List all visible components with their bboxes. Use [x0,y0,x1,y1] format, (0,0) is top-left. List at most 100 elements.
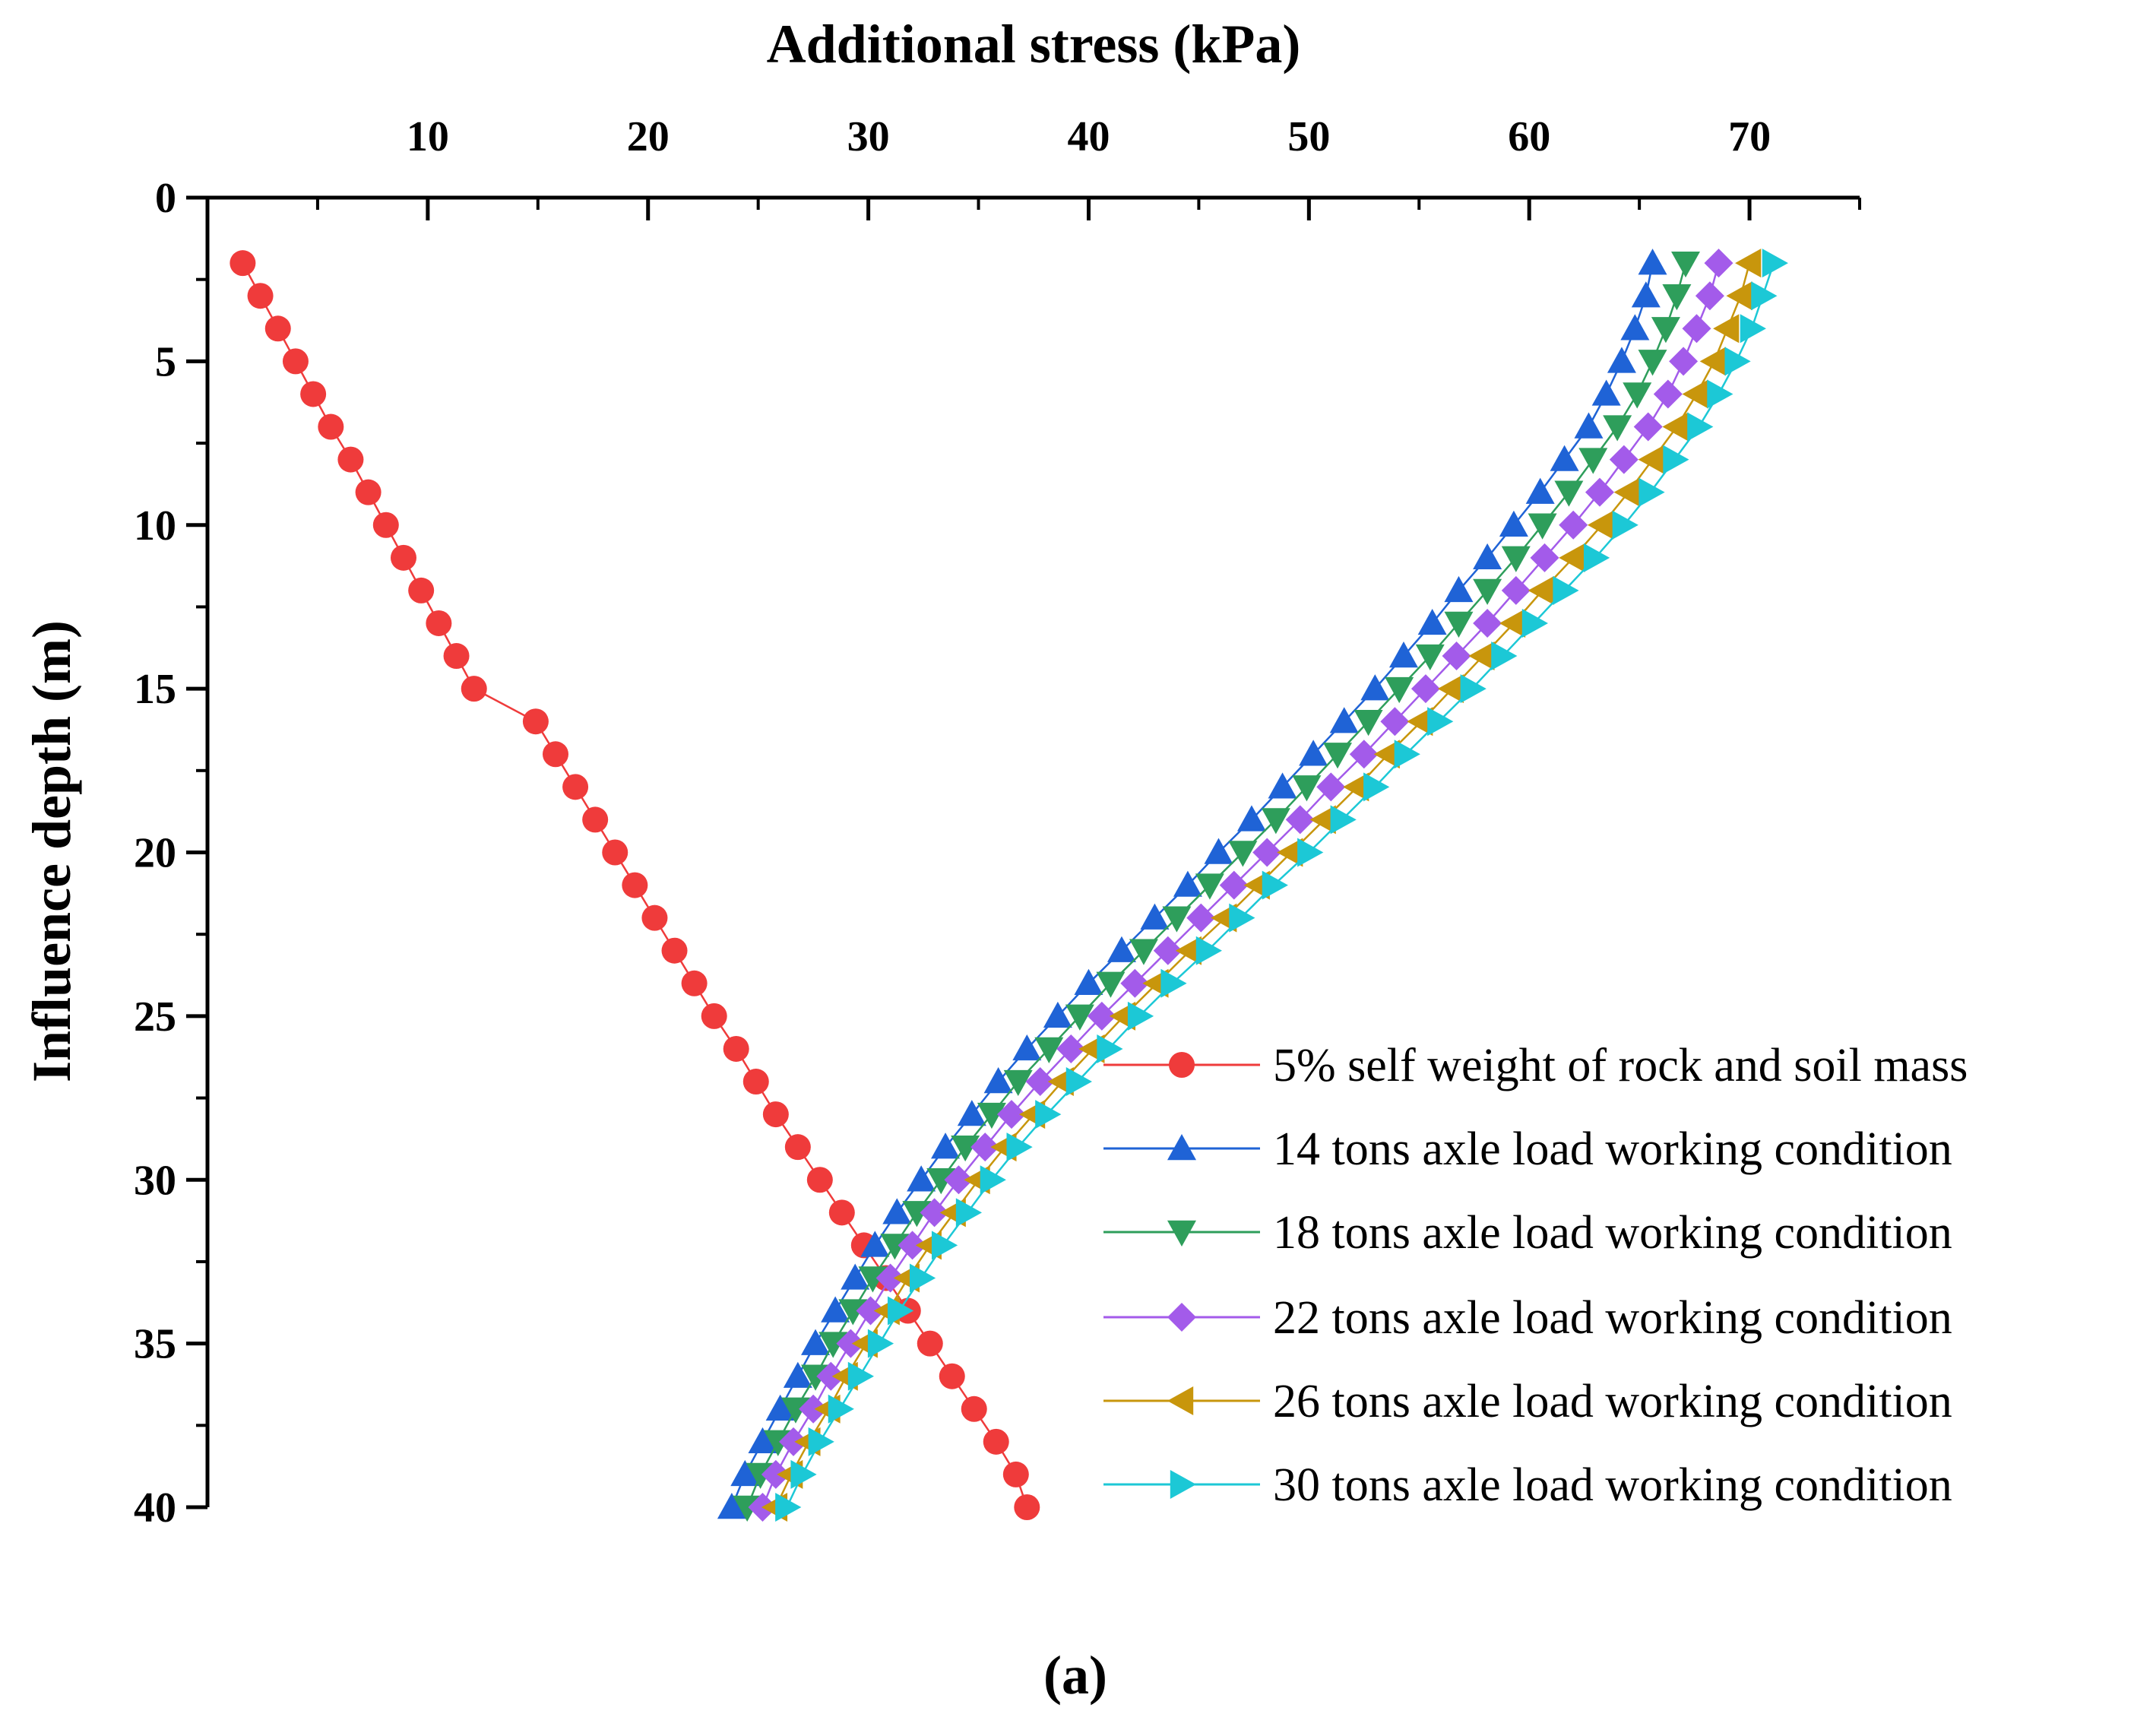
data-point-s2-d33 [841,1263,870,1290]
data-point-s5-d13 [1499,608,1526,638]
data-point-s2-d40 [717,1493,746,1519]
data-point-s1-d28 [762,1101,789,1128]
legend-item-1: 5% self weight of rock and soil mass [1103,1040,1968,1091]
data-point-s3-d22 [1162,906,1192,933]
y-tick-label-40: 40 [134,1484,176,1532]
data-point-s6-d7 [1687,412,1714,442]
data-point-s4-d34 [856,1296,885,1326]
data-point-s3-d24 [1096,971,1126,998]
data-point-s3-d16 [1354,710,1383,737]
axes: Additional stress (kPa) Influence depth … [21,14,1860,1507]
data-point-s3-d4 [1651,317,1680,344]
data-point-s3-d12 [1473,578,1502,605]
legend-marker-3 [1167,1220,1196,1247]
data-point-s2-d35 [801,1329,831,1355]
y-tick-label-35: 35 [134,1321,176,1368]
data-point-s6-d16 [1427,707,1454,737]
data-point-s2-d25 [1043,1001,1072,1028]
x-axis-title: Additional stress (kPa) [767,14,1301,74]
data-point-s4-d12 [1501,575,1531,605]
legend-item-5: 26 tons axle load working condition [1103,1376,1952,1427]
data-point-s3-d8 [1578,448,1608,474]
data-point-s3-d29 [951,1135,980,1162]
data-point-s2-d38 [748,1427,777,1454]
data-point-s1-d4 [264,315,291,342]
data-point-s6-d5 [1724,347,1751,376]
figure-caption: (a) [1043,1645,1107,1706]
data-point-s6-d27 [1065,1067,1092,1097]
y-tick-label-5: 5 [155,338,176,385]
data-point-s1-d37 [961,1395,987,1422]
legend-marker-4 [1167,1303,1196,1332]
data-point-s2-d9 [1525,477,1555,504]
data-point-s3-d14 [1415,644,1445,671]
data-point-s1-d20 [602,839,628,866]
data-point-s3-d31 [902,1201,932,1228]
data-point-s1-d6 [300,381,327,407]
data-point-s5-d5 [1699,347,1726,376]
data-point-s4-d9 [1585,477,1614,507]
data-point-s6-d37 [828,1394,854,1424]
data-point-s3-d32 [880,1234,910,1260]
data-point-s1-d18 [562,774,589,800]
data-point-s3-d26 [1034,1037,1064,1063]
data-point-s1-d24 [681,970,708,996]
data-point-s4-d20 [1252,838,1282,867]
x-tick-label-70: 70 [1728,113,1771,160]
data-point-s3-d11 [1501,546,1531,572]
data-point-s4-d19 [1285,805,1315,835]
x-tick-label-60: 60 [1508,113,1550,160]
y-tick-label-0: 0 [155,175,176,222]
data-point-s1-d2 [230,250,256,277]
data-point-s2-d6 [1591,379,1621,406]
y-tick-label-10: 10 [134,502,176,550]
y-tick-label-20: 20 [134,830,176,877]
data-point-s6-d25 [1127,1001,1154,1031]
data-point-s4-d39 [761,1459,790,1489]
data-point-s1-d9 [355,479,382,505]
data-point-s6-d40 [775,1493,802,1522]
data-point-s5-d2 [1735,249,1762,278]
data-point-s6-d15 [1460,674,1487,704]
data-point-s4-d6 [1653,379,1683,409]
data-point-s3-d33 [858,1266,888,1293]
data-point-s6-d34 [887,1296,914,1326]
data-point-s6-d30 [980,1165,1006,1195]
legend-item-6: 30 tons axle load working condition [1103,1459,1952,1511]
data-point-s5-d16 [1407,707,1433,737]
legend-item-3: 18 tons axle load working condition [1103,1207,1952,1259]
data-point-s2-d12 [1444,575,1474,603]
data-point-s1-d3 [247,283,274,309]
data-point-s1-d27 [742,1069,769,1095]
x-tick-label-40: 40 [1067,113,1110,160]
data-point-s1-d31 [828,1199,855,1226]
data-point-s2-d37 [765,1394,795,1421]
data-point-s2-d10 [1499,510,1528,537]
data-point-s2-d20 [1204,838,1233,864]
data-point-s6-d8 [1663,445,1689,474]
legend-label-5: 26 tons axle load working condition [1273,1376,1952,1427]
data-point-s1-d21 [622,872,648,898]
data-point-s2-d5 [1607,347,1636,373]
data-point-s3-d19 [1261,808,1290,835]
data-point-s4-d11 [1530,543,1559,572]
data-point-s3-d20 [1228,841,1258,867]
data-point-s6-d38 [808,1427,834,1456]
data-point-s4-d26 [1056,1034,1086,1063]
data-point-s4-d37 [799,1394,828,1424]
data-point-s6-d4 [1740,314,1766,344]
data-point-s2-d31 [882,1198,912,1224]
data-point-s4-d5 [1669,347,1699,376]
data-point-s1-d22 [641,904,668,931]
plot-area [230,249,1788,1522]
series-1 [230,250,1040,1520]
data-point-s4-d36 [816,1361,846,1391]
data-point-s6-d28 [1035,1100,1062,1129]
data-point-s2-d2 [1638,249,1667,275]
data-point-s2-d36 [783,1361,812,1388]
data-point-s6-d23 [1195,936,1222,965]
data-point-s3-d27 [1003,1069,1033,1097]
data-point-s6-d12 [1553,575,1579,605]
data-point-s4-d16 [1380,707,1410,737]
